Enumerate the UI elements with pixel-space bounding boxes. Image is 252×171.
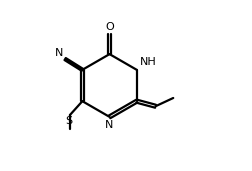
Text: S: S: [65, 116, 72, 126]
Text: O: O: [105, 22, 113, 32]
Text: N: N: [55, 48, 63, 58]
Text: N: N: [105, 120, 113, 130]
Text: NH: NH: [139, 57, 156, 67]
